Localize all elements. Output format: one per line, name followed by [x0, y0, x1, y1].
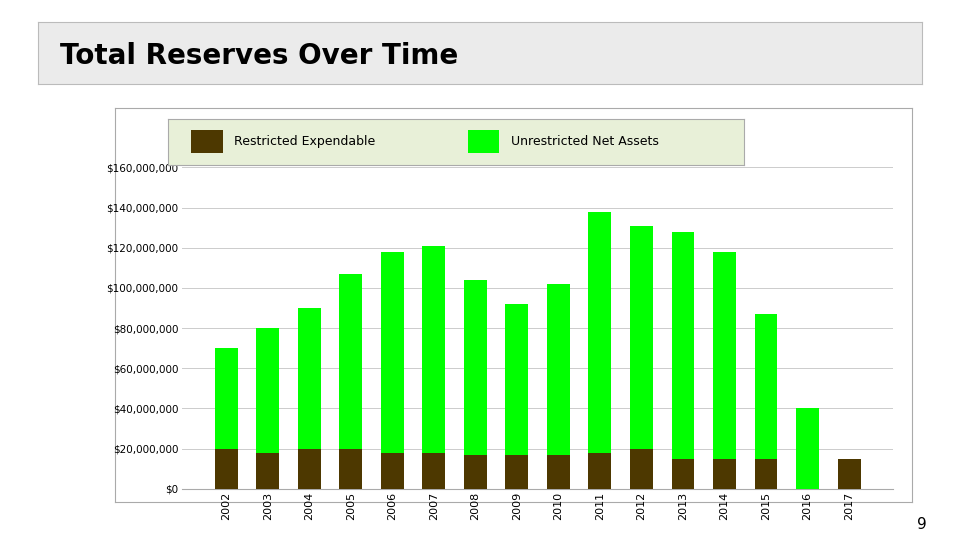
Bar — [672, 232, 694, 458]
Bar — [381, 252, 403, 453]
Text: Unrestricted Net Assets: Unrestricted Net Assets — [511, 135, 659, 148]
Text: 9: 9 — [917, 517, 926, 532]
Bar — [422, 453, 445, 489]
Bar — [339, 449, 362, 489]
Bar — [588, 212, 612, 453]
Bar — [505, 455, 528, 489]
Bar — [672, 458, 694, 489]
Bar — [713, 458, 736, 489]
Bar — [630, 449, 653, 489]
Bar — [588, 453, 612, 489]
Bar — [215, 449, 237, 489]
Bar — [464, 455, 487, 489]
Bar — [256, 453, 279, 489]
Bar — [630, 226, 653, 449]
Text: Total Reserves Over Time: Total Reserves Over Time — [60, 42, 459, 70]
Bar — [796, 408, 819, 489]
Bar — [713, 252, 736, 458]
Bar — [755, 458, 778, 489]
Bar — [215, 348, 237, 449]
Bar — [256, 328, 279, 453]
Bar — [339, 274, 362, 449]
Text: Restricted Expendable: Restricted Expendable — [234, 135, 375, 148]
Bar — [298, 308, 321, 449]
Bar — [298, 449, 321, 489]
Bar — [468, 130, 499, 153]
Bar — [381, 453, 403, 489]
Bar — [547, 455, 570, 489]
Bar — [422, 246, 445, 453]
Bar — [505, 304, 528, 455]
Bar — [464, 280, 487, 455]
Bar — [191, 130, 223, 153]
Bar — [755, 314, 778, 458]
Bar — [838, 458, 860, 489]
Bar — [547, 284, 570, 455]
